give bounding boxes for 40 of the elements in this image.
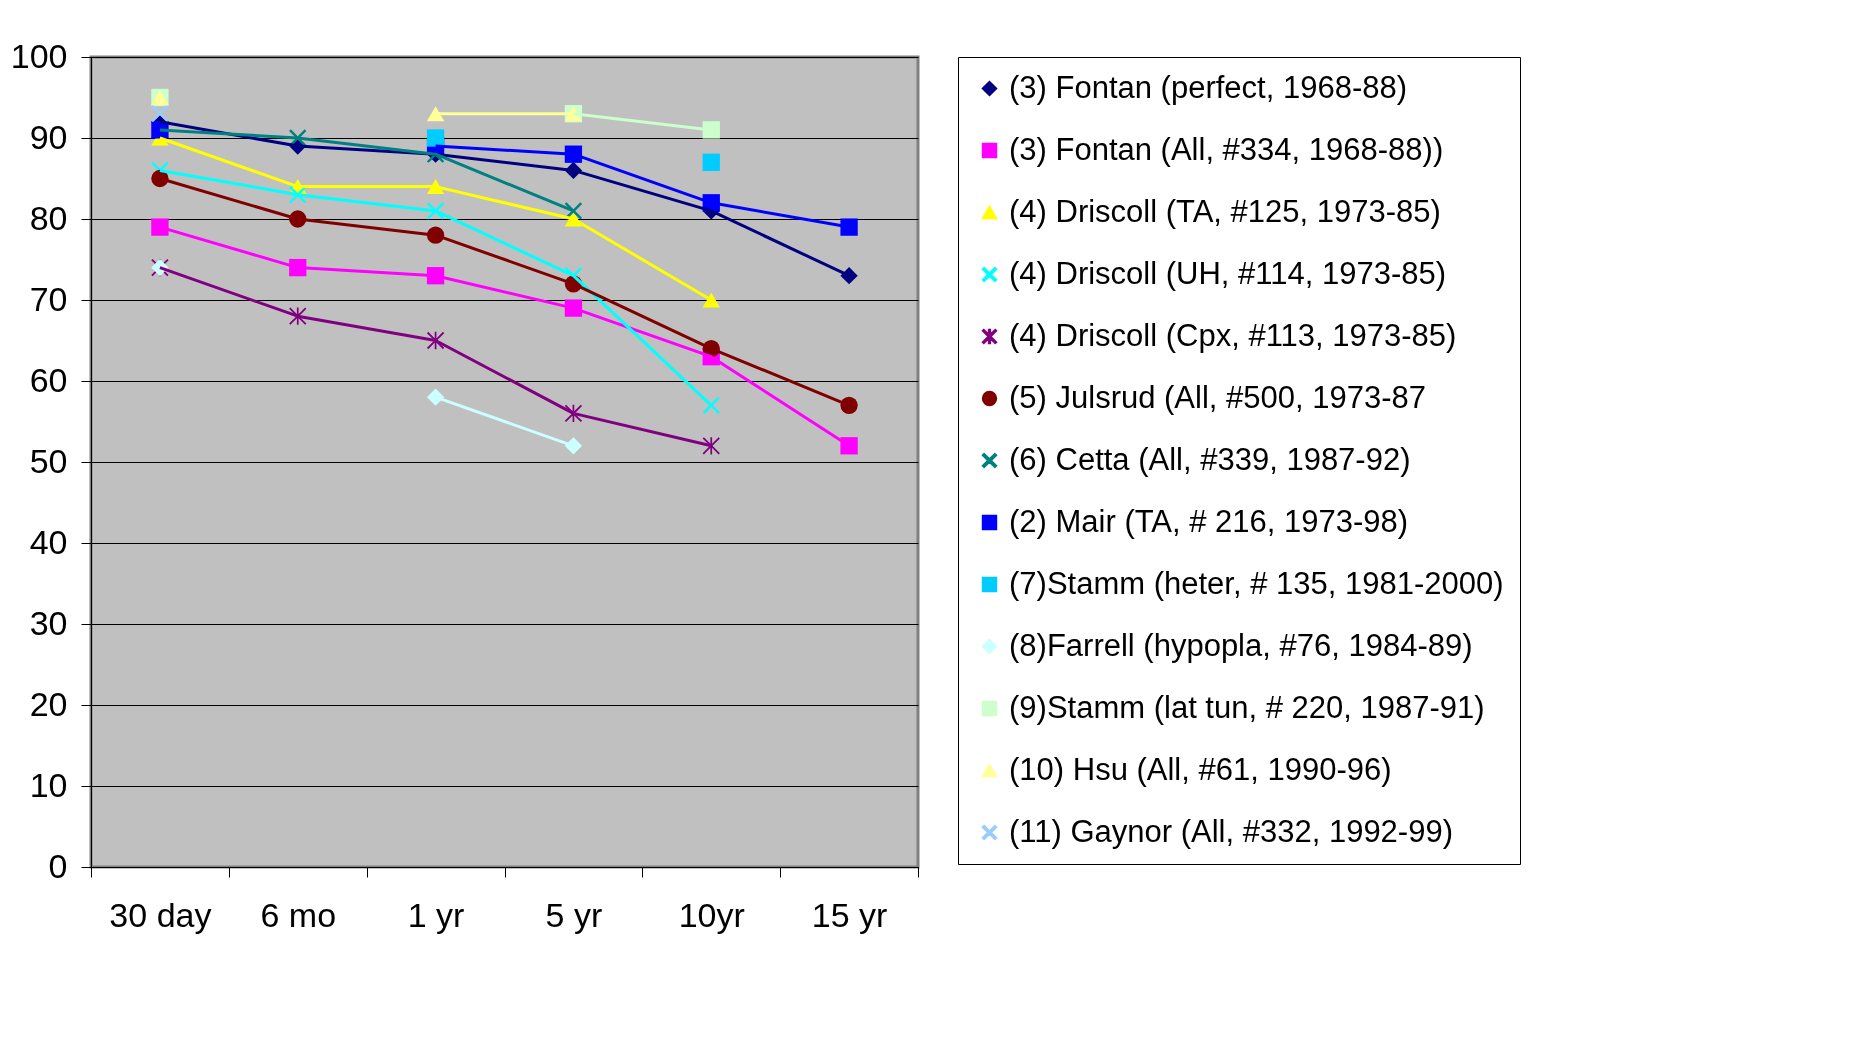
y-tick-label: 70	[29, 279, 68, 318]
legend-label: (4) Driscoll (Cpx, #113, 1973-85)	[1009, 317, 1457, 353]
legend-label: (4) Driscoll (UH, #114, 1973-85)	[1009, 255, 1447, 291]
legend-label: (5) Julsrud (All, #500, 1973-87	[1009, 379, 1427, 415]
y-tick-label: 0	[48, 846, 68, 885]
y-tick-label: 40	[29, 522, 68, 561]
legend-label: (6) Cetta (All, #339, 1987-92)	[1009, 441, 1411, 477]
x-tick-label: 6 mo	[260, 895, 337, 934]
y-tick-label: 60	[29, 360, 68, 399]
x-tick-label: 1 yr	[407, 895, 465, 934]
point	[702, 153, 720, 171]
legend-label: (4) Driscoll (TA, #125, 1973-85)	[1009, 193, 1441, 229]
point	[840, 218, 858, 236]
point	[426, 202, 445, 220]
legend-label: (3) Fontan (perfect, 1968-88)	[1009, 69, 1408, 105]
point	[840, 437, 858, 455]
point	[151, 218, 169, 236]
point	[564, 202, 583, 220]
y-tick-label: 20	[29, 684, 68, 723]
point	[426, 129, 445, 147]
point	[702, 121, 720, 139]
x-tick-label: 5 yr	[545, 895, 603, 934]
legend-label: (7)Stamm (heter, # 135, 1981-2000)	[1009, 565, 1504, 601]
x-tick-label: 30 day	[109, 895, 212, 934]
x-tick-label: 10yr	[678, 895, 745, 934]
y-tick-label: 10	[29, 765, 68, 804]
y-tick-label: 50	[29, 441, 68, 480]
point	[702, 292, 720, 308]
legend-label: (10) Hsu (All, #61, 1990-96)	[1009, 751, 1392, 787]
y-tick-label: 90	[29, 117, 68, 156]
y-tick-label: 100	[10, 36, 68, 75]
point	[151, 105, 169, 123]
legend-label: (9)Stamm (lat tun, # 220, 1987-91)	[1009, 689, 1485, 725]
legend-label: (3) Fontan (All, #334, 1968-88))	[1009, 131, 1444, 167]
x-tick-label: 15 yr	[811, 895, 888, 934]
legend-label: (2) Mair (TA, # 216, 1973-98)	[1009, 503, 1409, 539]
y-tick-label: 30	[29, 603, 68, 642]
legend-label: (11) Gaynor (All, #332, 1992-99)	[1009, 813, 1453, 849]
legend-label: (8)Farrell (hypopla, #76, 1984-89)	[1009, 627, 1473, 663]
y-tick-label: 80	[29, 198, 68, 237]
